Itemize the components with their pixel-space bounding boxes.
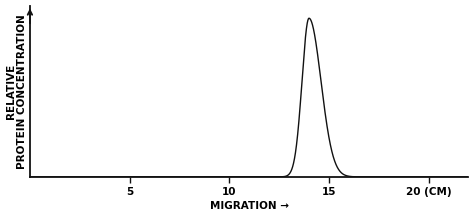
Y-axis label: RELATIVE
PROTEIN CONCENTRATION: RELATIVE PROTEIN CONCENTRATION [6, 14, 27, 169]
X-axis label: MIGRATION →: MIGRATION → [210, 201, 289, 211]
